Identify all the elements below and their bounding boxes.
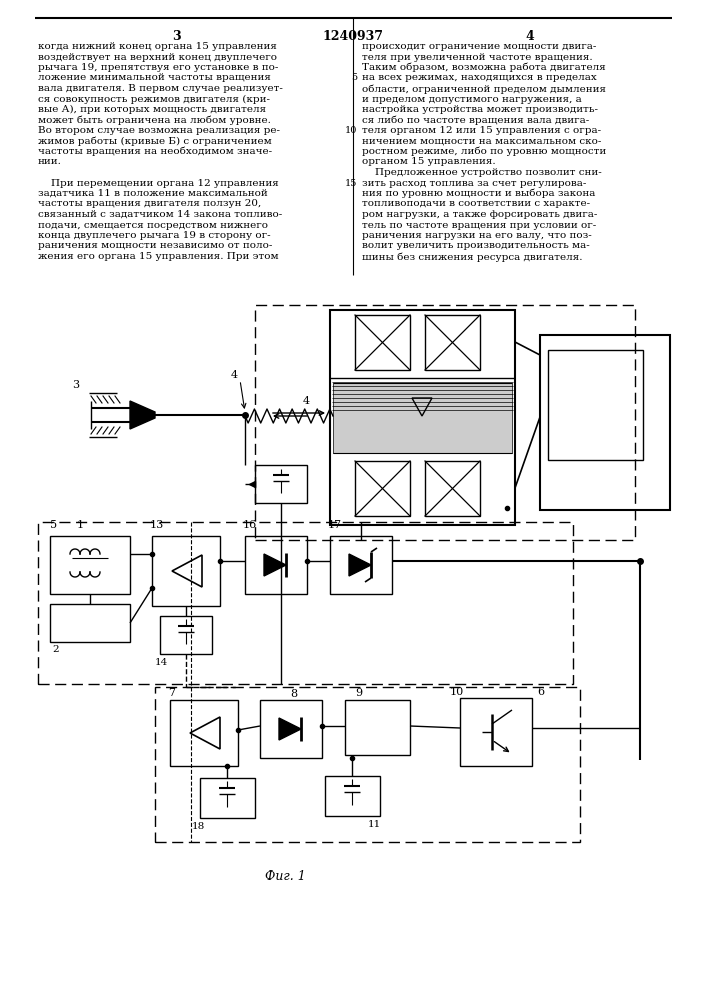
Text: топливоподачи в соответствии с характе-: топливоподачи в соответствии с характе- — [362, 200, 590, 209]
Text: частоты вращения двигателя ползун 20,: частоты вращения двигателя ползун 20, — [38, 200, 262, 209]
Text: и пределом допустимого нагружения, а: и пределом допустимого нагружения, а — [362, 95, 582, 104]
Text: 17: 17 — [328, 520, 342, 530]
Text: 5: 5 — [351, 74, 357, 83]
Bar — [50, 536, 130, 594]
Text: 11: 11 — [368, 820, 381, 829]
Text: ложение минимальной частоты вращения: ложение минимальной частоты вращения — [38, 74, 271, 83]
Text: когда нижний конец органа 15 управления: когда нижний конец органа 15 управления — [38, 42, 277, 51]
Bar — [325, 776, 380, 816]
Text: задатчика 11 в положение максимальной: задатчика 11 в положение максимальной — [38, 189, 268, 198]
Text: вые А), при которых мощность двигателя: вые А), при которых мощность двигателя — [38, 105, 266, 114]
Text: связанный с задатчиком 14 закона топливо-: связанный с задатчиком 14 закона топливо… — [38, 210, 282, 219]
Bar — [260, 700, 322, 758]
Text: 4: 4 — [303, 396, 310, 406]
Text: ся либо по частоте вращения вала двига-: ся либо по частоте вращения вала двига- — [362, 115, 589, 125]
Bar — [200, 778, 255, 818]
Text: ния по уровню мощности и выбора закона: ния по уровню мощности и выбора закона — [362, 189, 595, 198]
Text: 2: 2 — [52, 645, 59, 654]
Text: 15: 15 — [344, 178, 357, 188]
Polygon shape — [264, 554, 286, 576]
Text: Предложенное устройство позволит сни-: Предложенное устройство позволит сни- — [362, 168, 602, 177]
Text: раничения нагрузки на его валу, что поз-: раничения нагрузки на его валу, что поз- — [362, 231, 592, 240]
Bar — [160, 616, 212, 654]
Text: теля при увеличенной частоте вращения.: теля при увеличенной частоте вращения. — [362, 52, 592, 62]
Bar — [155, 687, 580, 842]
Text: волит увеличить производительность ма-: волит увеличить производительность ма- — [362, 241, 590, 250]
Bar — [355, 315, 410, 370]
Text: раничения мощности независимо от поло-: раничения мощности независимо от поло- — [38, 241, 272, 250]
Text: настройка устройства может производить-: настройка устройства может производить- — [362, 105, 598, 114]
Text: может быть ограничена на любом уровне.: может быть ограничена на любом уровне. — [38, 115, 271, 125]
Text: вала двигателя. В первом случае реализует-: вала двигателя. В первом случае реализуе… — [38, 84, 283, 93]
Text: происходит ограничение мощности двига-: происходит ограничение мощности двига- — [362, 42, 597, 51]
Text: подачи, смещается посредством нижнего: подачи, смещается посредством нижнего — [38, 221, 268, 230]
Text: 6: 6 — [537, 687, 544, 697]
Text: ром нагрузки, а также форсировать двига-: ром нагрузки, а также форсировать двига- — [362, 210, 597, 219]
Text: 9: 9 — [355, 688, 362, 698]
Bar — [255, 305, 635, 540]
Text: 10: 10 — [344, 126, 357, 135]
Bar — [333, 383, 512, 453]
Text: 16: 16 — [243, 520, 257, 530]
Text: Во втором случае возможна реализация ре-: Во втором случае возможна реализация ре- — [38, 126, 280, 135]
Text: 14: 14 — [155, 658, 168, 667]
Text: тель по частоте вращения при условии ог-: тель по частоте вращения при условии ог- — [362, 221, 596, 230]
Bar — [50, 604, 130, 642]
Text: рычага 19, препятствуя его установке в по-: рычага 19, препятствуя его установке в п… — [38, 63, 279, 72]
Text: 10: 10 — [450, 687, 464, 697]
Text: нии.: нии. — [38, 157, 62, 166]
Text: Фиг. 1: Фиг. 1 — [265, 870, 305, 883]
Text: шины без снижения ресурса двигателя.: шины без снижения ресурса двигателя. — [362, 252, 583, 261]
Text: зить расход топлива за счет регулирова-: зить расход топлива за счет регулирова- — [362, 178, 586, 188]
Text: 1: 1 — [77, 520, 84, 530]
Bar — [345, 700, 410, 755]
Text: 3: 3 — [172, 30, 180, 43]
Bar — [152, 536, 220, 606]
Text: конца двуплечего рычага 19 в сторону ог-: конца двуплечего рычага 19 в сторону ог- — [38, 231, 271, 240]
Bar — [170, 700, 238, 766]
Bar — [330, 536, 392, 594]
Text: области, ограниченной пределом дымления: области, ограниченной пределом дымления — [362, 84, 606, 94]
Bar — [425, 461, 480, 516]
Text: органом 15 управления.: органом 15 управления. — [362, 157, 496, 166]
Text: При перемещении органа 12 управления: При перемещении органа 12 управления — [38, 178, 279, 188]
Text: ся совокупность режимов двигателя (кри-: ся совокупность режимов двигателя (кри- — [38, 95, 270, 104]
Bar — [540, 335, 670, 510]
Text: теля органом 12 или 15 управления с огра-: теля органом 12 или 15 управления с огра… — [362, 126, 601, 135]
Bar — [548, 350, 643, 460]
Bar — [330, 310, 515, 525]
Text: ничением мощности на максимальном ско-: ничением мощности на максимальном ско- — [362, 136, 602, 145]
Text: на всех режимах, находящихся в пределах: на всех режимах, находящихся в пределах — [362, 74, 597, 83]
Text: 4: 4 — [525, 30, 534, 43]
Polygon shape — [130, 401, 155, 429]
Bar — [460, 698, 532, 766]
Text: жения его органа 15 управления. При этом: жения его органа 15 управления. При этом — [38, 252, 279, 261]
Text: Таким образом, возможна работа двигателя: Таким образом, возможна работа двигателя — [362, 63, 606, 73]
Bar — [425, 315, 480, 370]
Text: 7: 7 — [168, 688, 175, 698]
Text: жимов работы (кривые Б) с ограничением: жимов работы (кривые Б) с ограничением — [38, 136, 271, 146]
Polygon shape — [349, 554, 371, 576]
Bar — [38, 522, 573, 684]
Bar — [355, 461, 410, 516]
Text: ростном режиме, либо по уровню мощности: ростном режиме, либо по уровню мощности — [362, 147, 606, 156]
Text: 8: 8 — [290, 689, 297, 699]
Polygon shape — [279, 718, 301, 740]
Text: 18: 18 — [192, 822, 205, 831]
Text: 1240937: 1240937 — [322, 30, 383, 43]
Text: 13: 13 — [150, 520, 164, 530]
Bar — [255, 465, 307, 503]
Text: воздействует на верхний конец двуплечего: воздействует на верхний конец двуплечего — [38, 52, 277, 62]
Text: 4: 4 — [231, 370, 238, 380]
Text: 5: 5 — [50, 520, 57, 530]
Text: 3: 3 — [72, 380, 79, 390]
Text: частоты вращения на необходимом значе-: частоты вращения на необходимом значе- — [38, 147, 272, 156]
Bar — [245, 536, 307, 594]
